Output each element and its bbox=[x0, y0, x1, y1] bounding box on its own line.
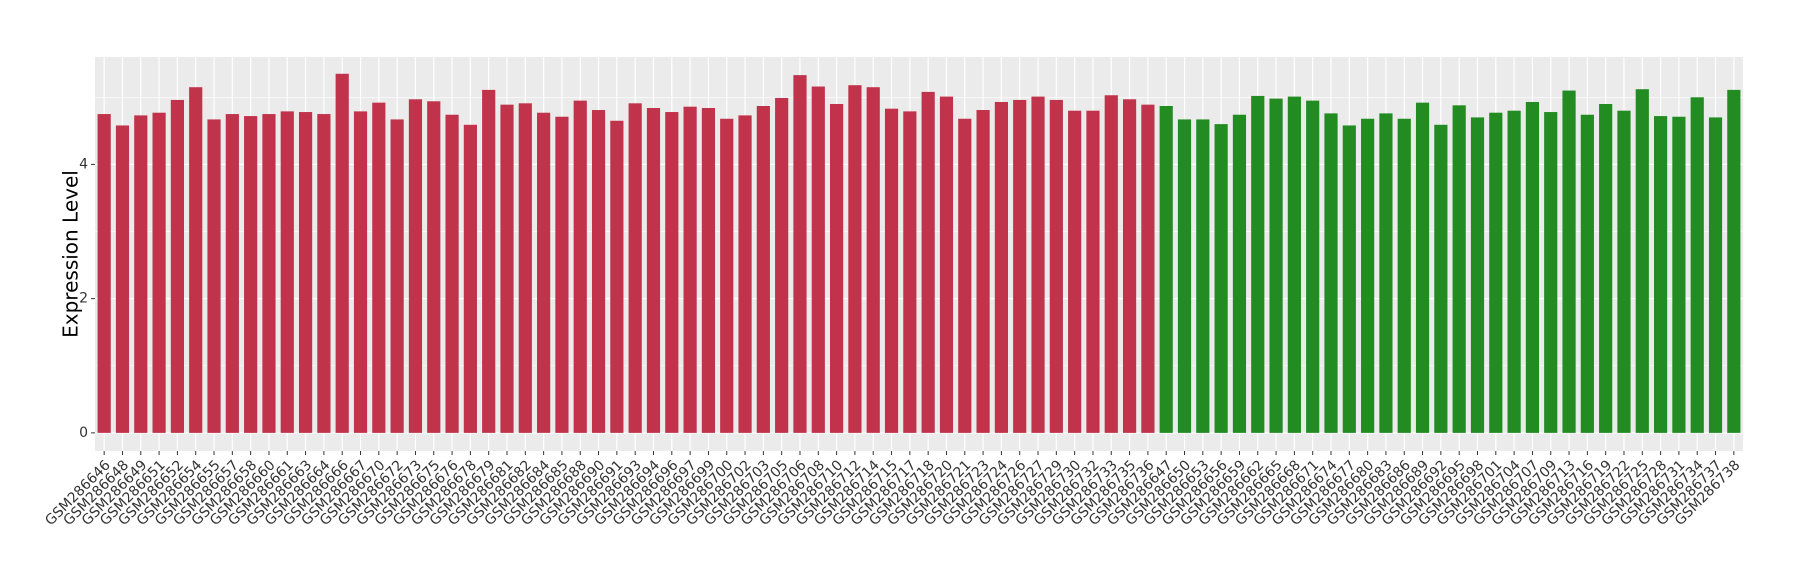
bar bbox=[720, 118, 734, 433]
bar bbox=[1489, 112, 1503, 433]
bar bbox=[921, 91, 935, 433]
bar bbox=[1379, 113, 1393, 433]
bar bbox=[1232, 114, 1247, 433]
bar bbox=[1031, 96, 1045, 433]
bar bbox=[1342, 125, 1356, 433]
bar bbox=[1544, 112, 1558, 433]
bar bbox=[1361, 118, 1375, 433]
bar bbox=[738, 115, 752, 433]
bar bbox=[1287, 96, 1301, 433]
bar bbox=[976, 110, 990, 433]
bar bbox=[244, 116, 258, 433]
bar bbox=[848, 85, 862, 433]
bar bbox=[610, 120, 624, 433]
bar bbox=[335, 73, 349, 433]
bar bbox=[793, 75, 807, 433]
bar bbox=[1525, 101, 1540, 433]
bar bbox=[1727, 89, 1741, 433]
bar bbox=[701, 108, 716, 433]
bar bbox=[298, 112, 313, 433]
bar bbox=[427, 101, 441, 433]
bar bbox=[134, 115, 148, 433]
bar bbox=[1599, 103, 1613, 433]
bar bbox=[445, 114, 459, 433]
bar bbox=[1654, 116, 1668, 433]
bar bbox=[152, 112, 166, 433]
bar bbox=[280, 111, 294, 433]
bar bbox=[1214, 124, 1228, 433]
bar bbox=[408, 99, 423, 433]
bar bbox=[189, 87, 203, 433]
bar bbox=[1086, 110, 1100, 433]
bar bbox=[1049, 99, 1063, 433]
bar bbox=[1397, 118, 1411, 433]
bar bbox=[683, 106, 697, 433]
bar bbox=[939, 96, 954, 433]
bar bbox=[262, 114, 276, 433]
bar bbox=[1013, 99, 1027, 433]
bar bbox=[1580, 114, 1594, 433]
bar bbox=[1452, 105, 1466, 433]
bar bbox=[573, 100, 587, 433]
bar bbox=[97, 114, 111, 433]
bar bbox=[1617, 110, 1631, 433]
bar bbox=[170, 99, 184, 433]
bar bbox=[628, 103, 642, 433]
bar bbox=[1507, 110, 1521, 433]
bar bbox=[884, 108, 899, 433]
bar bbox=[390, 119, 404, 433]
bar bbox=[646, 108, 661, 433]
y-tick-label: 0 bbox=[79, 425, 88, 441]
bar bbox=[1635, 89, 1649, 433]
bar bbox=[1434, 124, 1448, 433]
bar bbox=[1269, 98, 1283, 433]
bar bbox=[225, 114, 239, 433]
bar bbox=[1690, 97, 1704, 433]
bar bbox=[811, 86, 825, 433]
bar bbox=[1177, 119, 1192, 433]
bar bbox=[500, 104, 514, 433]
bar bbox=[537, 112, 551, 433]
y-tick-label: 4 bbox=[79, 156, 88, 172]
bar bbox=[1708, 117, 1723, 433]
bar bbox=[1068, 110, 1082, 433]
bar bbox=[591, 110, 606, 433]
bar bbox=[1415, 102, 1430, 433]
bar bbox=[372, 102, 386, 433]
bar bbox=[1122, 99, 1137, 433]
bar bbox=[994, 101, 1008, 433]
bar bbox=[958, 118, 972, 433]
bar bbox=[775, 97, 789, 433]
bar bbox=[1141, 104, 1155, 433]
bar bbox=[1251, 95, 1265, 433]
bar bbox=[756, 105, 770, 433]
bar bbox=[555, 116, 569, 433]
bar bbox=[1672, 116, 1686, 433]
bar bbox=[317, 114, 331, 433]
bar bbox=[207, 119, 221, 433]
bar bbox=[518, 103, 532, 433]
bar bbox=[665, 112, 679, 433]
y-axis-title: Expression Level bbox=[59, 170, 83, 338]
bar bbox=[115, 125, 130, 433]
bar bbox=[463, 124, 477, 433]
bar bbox=[866, 87, 880, 433]
bar bbox=[1470, 117, 1485, 433]
bar bbox=[1306, 100, 1320, 433]
bar bbox=[482, 89, 496, 433]
bar bbox=[1562, 90, 1576, 433]
bar bbox=[1159, 105, 1173, 433]
bar bbox=[903, 111, 917, 433]
bar bbox=[830, 103, 844, 433]
bar bbox=[1324, 113, 1338, 433]
plot-background bbox=[95, 57, 1743, 451]
bar bbox=[1104, 95, 1118, 433]
bar bbox=[353, 111, 368, 433]
bar bbox=[1196, 119, 1210, 433]
y-tick-label: 2 bbox=[79, 291, 88, 307]
